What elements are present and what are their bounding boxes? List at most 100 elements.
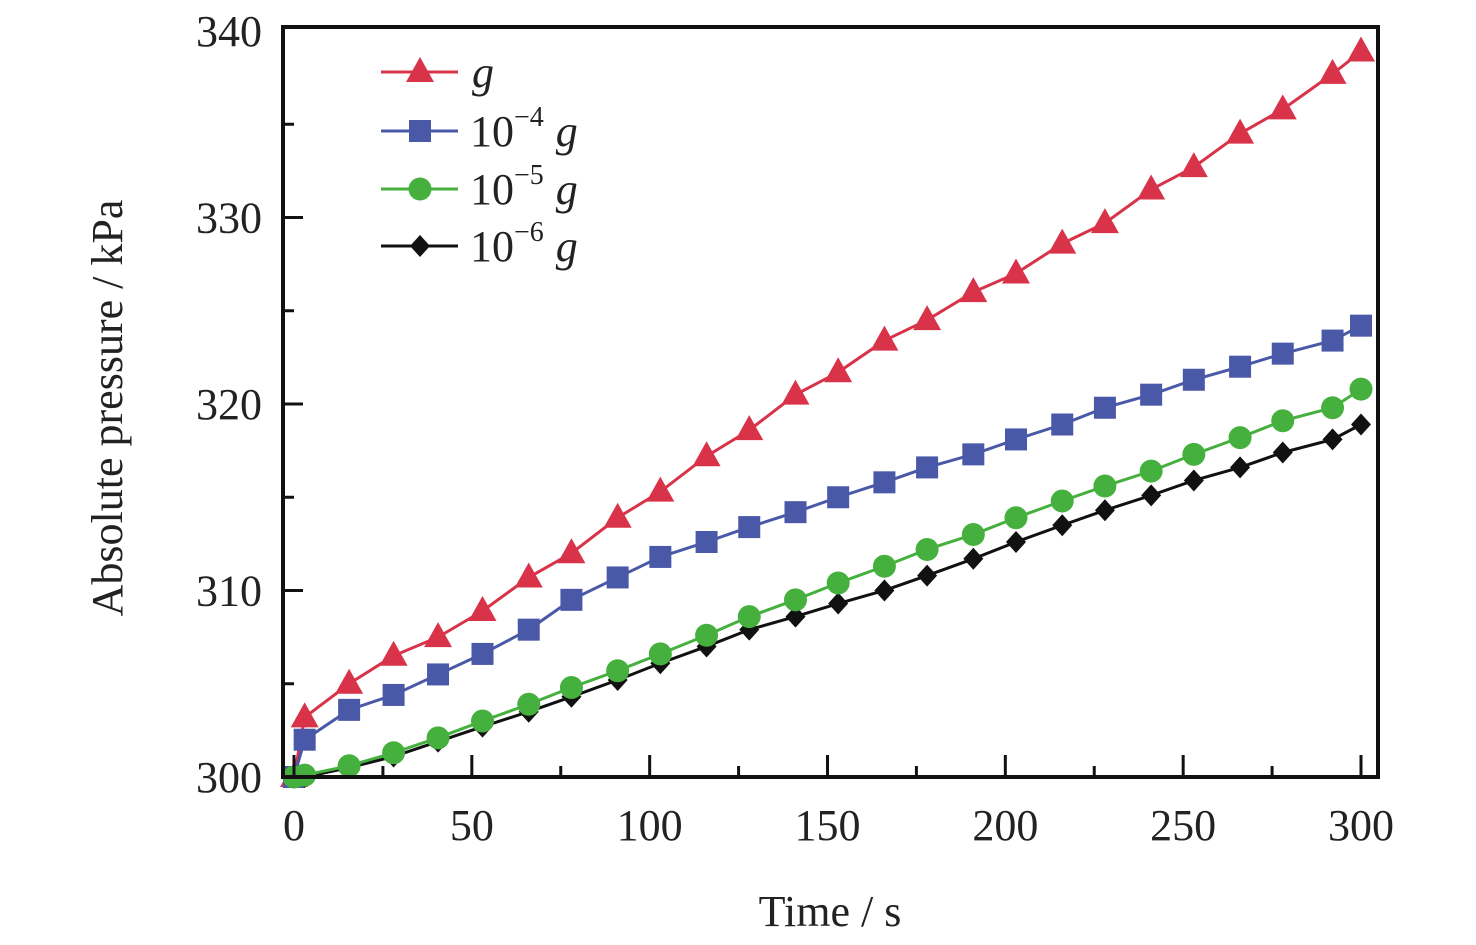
- data-point: [1271, 409, 1295, 433]
- data-point: [1349, 377, 1373, 401]
- data-point: [338, 698, 361, 721]
- data-point: [424, 622, 453, 648]
- data-point: [1272, 441, 1293, 464]
- data-point: [1140, 383, 1163, 406]
- data-point: [426, 726, 450, 750]
- data-point: [824, 357, 853, 383]
- data-point: [783, 588, 807, 612]
- x-tick-label: 150: [795, 801, 861, 850]
- series-circle: [282, 377, 1373, 789]
- data-point: [1052, 514, 1073, 537]
- data-point: [1322, 428, 1343, 451]
- data-point: [1141, 484, 1162, 507]
- data-point: [826, 571, 850, 595]
- data-point: [648, 642, 672, 666]
- data-point: [1090, 208, 1119, 234]
- data-point: [1183, 469, 1204, 492]
- data-point: [1139, 459, 1163, 483]
- data-point: [913, 305, 942, 331]
- data-point: [468, 596, 497, 622]
- x-axis-title: Time / s: [759, 887, 902, 936]
- legend-label: g: [472, 48, 494, 97]
- legend-label: 10−4 g: [470, 102, 578, 156]
- data-point: [916, 456, 939, 479]
- data-point: [337, 754, 361, 778]
- ticks-layer: 0 50 100 150 200 250 300 300 310 320 330 340: [196, 7, 1394, 850]
- data-point: [1005, 428, 1028, 451]
- y-tick-label: 330: [196, 194, 262, 243]
- x-tick-label: 100: [617, 801, 683, 850]
- data-point: [646, 476, 675, 502]
- data-point: [915, 537, 939, 561]
- data-point: [1230, 456, 1251, 479]
- legend-item: 10−4 g: [381, 102, 578, 156]
- x-tick-label: 50: [450, 801, 494, 850]
- data-point: [695, 531, 718, 554]
- data-point: [559, 675, 583, 699]
- data-point: [1350, 314, 1372, 337]
- data-point: [737, 605, 761, 629]
- legend-marker-triangle-icon: [406, 57, 434, 82]
- legend-item: 10−5 g: [381, 160, 578, 214]
- y-tick-label: 340: [196, 7, 262, 56]
- data-point: [1002, 258, 1031, 284]
- data-point: [1321, 329, 1344, 352]
- data-point: [1048, 228, 1077, 254]
- data-point: [1182, 442, 1206, 466]
- data-point: [874, 579, 895, 602]
- data-point: [1004, 506, 1028, 530]
- data-point: [290, 702, 319, 728]
- legend: g 10−4 g10−5 g10−6 g: [381, 48, 578, 271]
- data-point: [382, 683, 405, 706]
- data-point: [557, 538, 586, 564]
- data-point: [1226, 118, 1255, 144]
- data-point: [1137, 174, 1166, 200]
- legend-label: 10−5 g: [470, 160, 578, 214]
- legend-marker-diamond-icon: [410, 235, 430, 257]
- data-point: [781, 379, 810, 405]
- series-line: [292, 324, 1362, 778]
- data-point: [1351, 413, 1371, 436]
- data-point: [335, 668, 364, 694]
- data-point: [517, 618, 540, 641]
- series-square: [283, 314, 1372, 788]
- y-tick-label: 320: [196, 380, 262, 429]
- data-point: [1229, 355, 1252, 378]
- data-point: [514, 562, 543, 588]
- series-layer: [280, 36, 1375, 789]
- legend-item: 10−6 g: [381, 217, 578, 271]
- data-point: [959, 277, 988, 303]
- data-point: [873, 471, 896, 494]
- x-tick-label: 0: [283, 801, 305, 850]
- data-point: [649, 545, 672, 568]
- data-point: [784, 501, 807, 524]
- data-point: [963, 547, 984, 570]
- data-point: [738, 516, 761, 539]
- series-triangle: [280, 36, 1375, 787]
- y-tick-label: 300: [196, 753, 262, 802]
- x-tick-label: 300: [1328, 801, 1394, 850]
- data-point: [735, 415, 764, 441]
- data-point: [1182, 368, 1205, 391]
- data-point: [1268, 94, 1297, 120]
- data-point: [961, 523, 985, 547]
- data-point: [828, 592, 849, 615]
- data-point: [785, 605, 806, 628]
- legend-marker-circle-icon: [408, 177, 432, 201]
- data-point: [427, 663, 450, 686]
- data-point: [1228, 426, 1252, 450]
- data-point: [1318, 58, 1347, 84]
- data-point: [872, 554, 896, 578]
- data-point: [1051, 413, 1074, 436]
- data-point: [603, 502, 632, 528]
- data-point: [1050, 489, 1074, 513]
- legend-item: g: [381, 48, 494, 97]
- data-point: [1347, 36, 1375, 62]
- data-point: [917, 564, 938, 587]
- data-point: [1271, 342, 1294, 365]
- legend-label: 10−6 g: [470, 217, 578, 271]
- plot-frame: [281, 25, 1380, 779]
- data-point: [695, 623, 719, 647]
- data-point: [293, 728, 316, 751]
- data-point: [379, 640, 408, 666]
